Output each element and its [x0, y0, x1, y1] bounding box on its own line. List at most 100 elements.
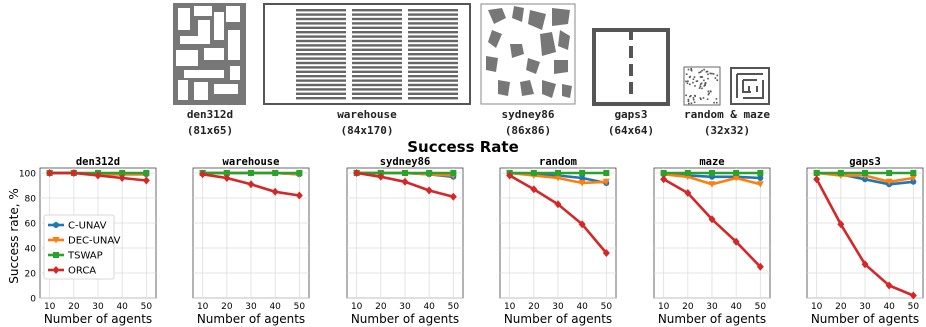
x-tick-label: 40 [883, 302, 895, 312]
chart-title: random [539, 156, 577, 168]
x-tick-label: 30 [706, 302, 718, 312]
data-point-orca [885, 281, 893, 290]
chart-title: den312d [76, 156, 120, 168]
legend-marker [52, 237, 60, 244]
x-tick-label: 30 [552, 302, 564, 312]
chart-panel-random: 10 20 30 40 50 random Number of agents [499, 156, 617, 326]
data-point-c-unav [579, 175, 586, 181]
y-tick-label: 100 [19, 170, 36, 180]
data-point-tswap [272, 170, 279, 176]
x-tick-label: 10 [44, 302, 56, 312]
data-point-tswap [248, 170, 254, 176]
data-point-orca [199, 170, 207, 179]
chart-panel-gaps3: 10 20 30 40 50 gaps3 Number of agents [806, 156, 924, 326]
data-point-tswap [660, 170, 667, 176]
data-point-orca [70, 169, 78, 177]
data-point-orca [837, 220, 845, 229]
legend-entry: DEC-UNAV [68, 236, 121, 247]
data-point-orca [353, 169, 361, 177]
x-tick-label: 40 [269, 302, 281, 312]
x-tick-label: 20 [221, 302, 233, 312]
data-point-c-unav [862, 176, 868, 183]
x-tick-label: 30 [245, 302, 257, 312]
data-point-orca [578, 220, 586, 229]
x-tick-label: 50 [294, 302, 306, 312]
chart-panel-warehouse: 10 20 30 40 50 warehouse Number of agents [192, 156, 310, 326]
data-point-orca [813, 175, 821, 184]
chart-title: maze [699, 156, 724, 168]
legend-entry: TSWAP [67, 251, 103, 262]
data-point-tswap [684, 170, 691, 176]
map-thumbnails [173, 3, 770, 106]
data-point-orca [506, 171, 514, 180]
data-point-dec-unav [732, 175, 740, 182]
map-label-gaps3: gaps3 [614, 108, 647, 121]
x-tick-label: 30 [92, 302, 104, 312]
data-point-tswap [813, 170, 820, 176]
chart-panel-den312d: 0 20 40 60 80 100 10 20 30 40 50 den312d Number of a… [19, 156, 157, 326]
data-point-dec-unav [578, 180, 586, 187]
x-tick-label: 10 [351, 302, 363, 312]
x-tick-label: 40 [116, 302, 128, 312]
map-label-random-maze: random & maze [684, 108, 770, 121]
y-tick-label: 0 [30, 295, 36, 305]
data-point-tswap [579, 170, 586, 176]
data-point-tswap [733, 170, 740, 176]
data-point-tswap [296, 170, 303, 176]
x-tick-label: 40 [423, 302, 435, 312]
chart-title: sydney86 [380, 156, 431, 168]
data-point-tswap [426, 170, 433, 176]
x-axis-label: Number of agents [197, 312, 305, 326]
y-tick-label: 20 [25, 270, 37, 280]
data-point-orca [756, 262, 764, 271]
data-point-tswap [709, 170, 715, 176]
map-size-warehouse: (84x170) [341, 124, 394, 137]
data-point-orca [118, 174, 126, 182]
data-point-orca [425, 186, 433, 195]
data-point-dec-unav [885, 178, 893, 186]
map-thumbnail-maze [730, 67, 770, 105]
data-point-orca [554, 200, 562, 209]
legend: C-UNAV DEC-UNAV TSWAP ORCA [43, 214, 121, 280]
legend-box [43, 214, 115, 280]
x-tick-label: 50 [755, 302, 767, 312]
data-point-orca [271, 187, 279, 196]
chart-panel-sydney86: 10 20 30 40 50 sydney86 Number of agents [346, 156, 464, 326]
legend-marker [53, 252, 59, 258]
legend-marker [52, 266, 60, 274]
data-point-c-unav [757, 175, 764, 181]
map-thumbnail-den312d [173, 3, 246, 105]
data-point-dec-unav [909, 175, 917, 182]
data-point-orca [223, 174, 231, 182]
data-point-orca [708, 215, 716, 224]
x-tick-label: 40 [576, 302, 588, 312]
x-tick-label: 20 [682, 302, 694, 312]
data-point-tswap [862, 170, 868, 176]
data-point-tswap [837, 170, 844, 176]
data-point-orca [94, 171, 102, 180]
data-point-orca [861, 260, 869, 269]
data-point-tswap [555, 170, 561, 176]
x-axis-label: Number of agents [351, 312, 459, 326]
map-size-den312d: (81x65) [187, 124, 233, 137]
data-point-orca [732, 237, 740, 246]
legend-marker [53, 222, 59, 228]
data-point-orca [449, 192, 457, 201]
y-tick-label: 80 [25, 195, 37, 205]
map-thumbnail-random [683, 66, 721, 106]
data-point-tswap [119, 170, 126, 176]
data-point-orca [295, 191, 303, 200]
data-point-orca [602, 249, 610, 257]
map-size-random-maze: (32x32) [704, 124, 750, 137]
data-point-tswap [223, 170, 230, 176]
map-thumbnail-gaps3 [592, 28, 670, 106]
data-point-dec-unav [554, 175, 562, 182]
data-point-tswap [886, 170, 893, 176]
data-point-tswap [603, 170, 610, 176]
y-axis-label: Success rate, % [7, 188, 21, 284]
data-point-tswap [910, 170, 917, 176]
chart-panel-maze: 10 20 30 40 50 maze Number of agents [653, 156, 771, 326]
map-thumbnail-sydney86 [480, 3, 576, 105]
y-tick-label: 60 [25, 220, 37, 230]
data-point-orca [684, 189, 692, 197]
